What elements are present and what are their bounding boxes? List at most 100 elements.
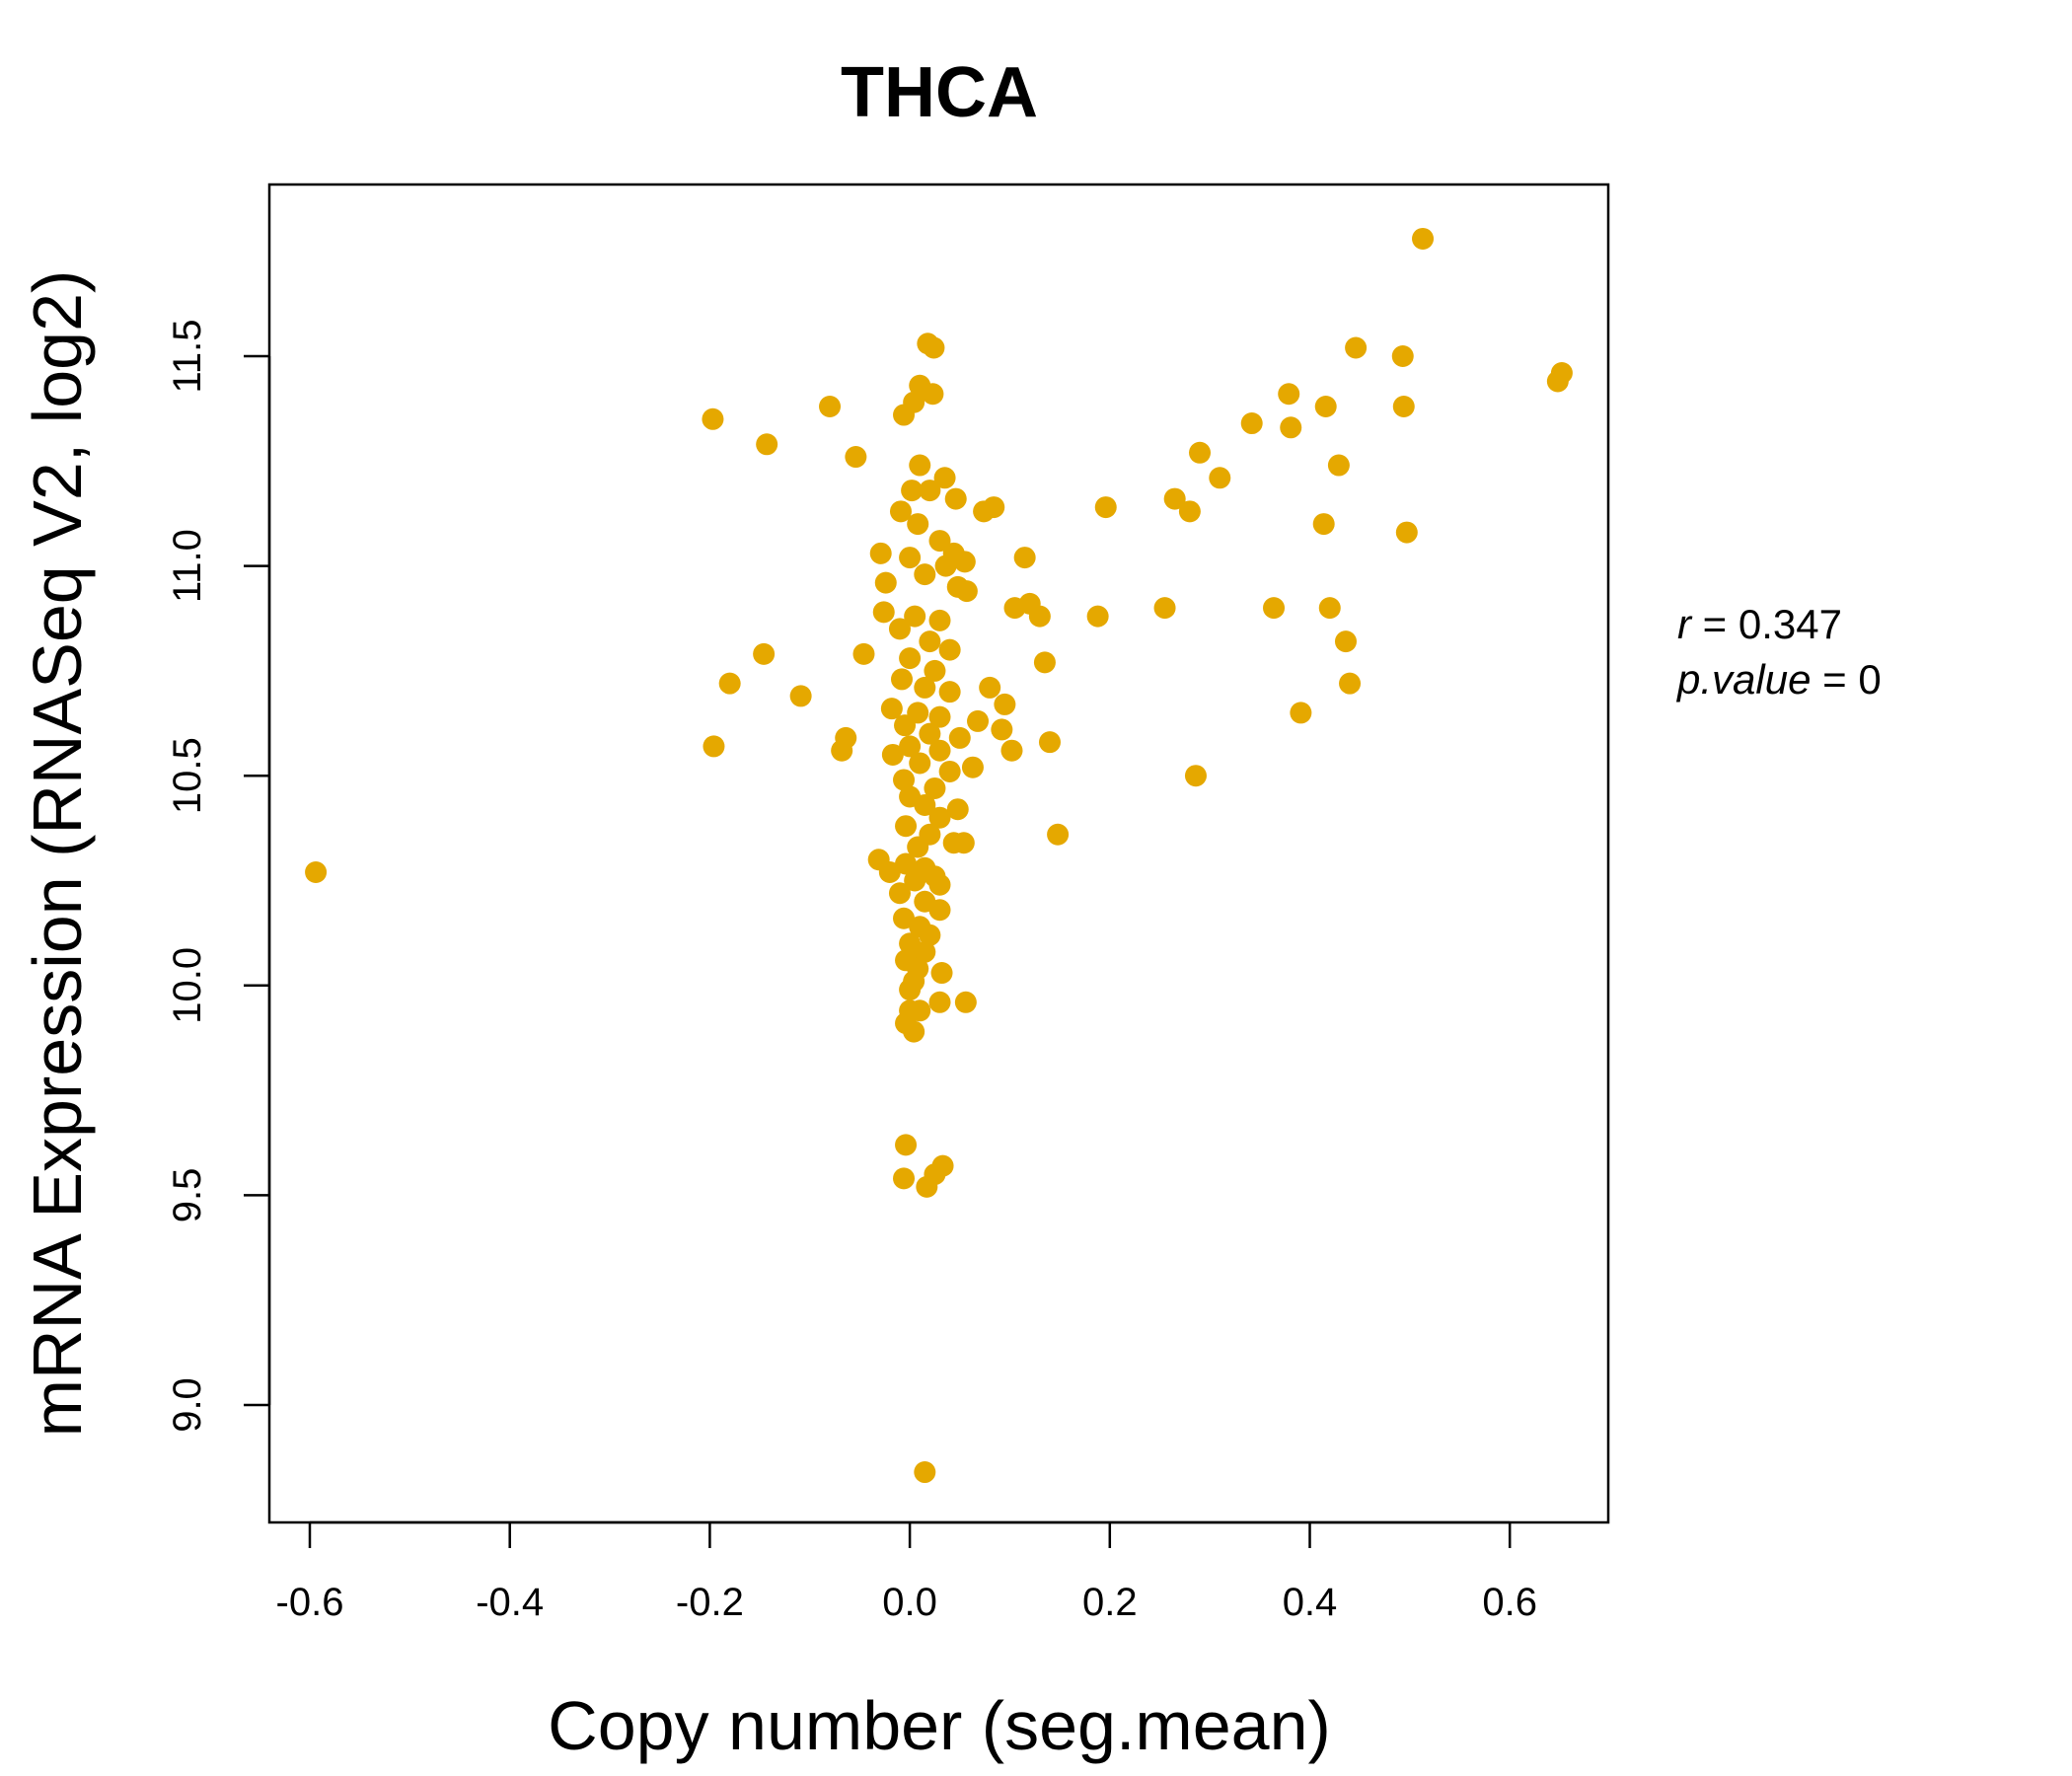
data-point <box>1334 630 1357 653</box>
data-point <box>703 735 725 758</box>
data-point <box>930 962 953 985</box>
y-tick-label: 11.0 <box>166 529 209 603</box>
y-tick-label: 10.0 <box>166 947 209 1024</box>
data-point <box>914 563 936 586</box>
data-point <box>1240 412 1263 435</box>
data-point <box>1033 651 1056 674</box>
y-tick-label: 9.0 <box>166 1377 209 1433</box>
data-point <box>893 1167 916 1190</box>
data-point <box>1163 487 1186 510</box>
data-point <box>1327 454 1350 477</box>
data-point <box>919 480 941 502</box>
data-point <box>991 718 1013 741</box>
data-point <box>831 739 853 762</box>
data-point <box>919 924 941 946</box>
data-point <box>1345 336 1368 359</box>
data-point <box>899 547 922 569</box>
data-point <box>952 832 975 854</box>
data-point <box>1153 597 1176 620</box>
data-point <box>928 739 951 762</box>
data-point <box>901 480 924 502</box>
data-point <box>1312 513 1335 536</box>
data-point <box>909 999 931 1022</box>
data-point <box>909 752 931 775</box>
svg-text:r = 0.347: r = 0.347 <box>1677 601 1842 647</box>
data-point <box>903 1020 925 1043</box>
data-point <box>889 500 912 523</box>
data-point <box>955 580 978 603</box>
data-point <box>954 991 977 1013</box>
data-point <box>789 685 812 707</box>
p-value: 0 <box>1858 656 1881 703</box>
data-point <box>899 979 922 1001</box>
data-point <box>881 743 904 766</box>
data-point <box>928 609 951 631</box>
data-point <box>1318 597 1341 620</box>
data-point <box>919 630 941 653</box>
data-point <box>946 798 969 821</box>
data-point <box>933 467 956 489</box>
x-axis-label: Copy number (seg.mean) <box>548 1687 1331 1764</box>
data-point <box>1047 823 1070 846</box>
data-points <box>305 227 1573 1484</box>
data-point <box>938 760 961 782</box>
data-point <box>1314 396 1337 418</box>
data-point <box>1189 441 1212 464</box>
data-point <box>890 668 913 691</box>
data-point <box>756 433 778 456</box>
data-point <box>938 638 961 661</box>
x-tick-label: 0.4 <box>1283 1581 1338 1624</box>
data-point <box>819 396 842 418</box>
data-point <box>928 991 951 1013</box>
data-point <box>907 513 929 536</box>
data-point <box>928 806 951 829</box>
p-value-label: p.value <box>1675 656 1811 703</box>
data-point <box>888 882 911 905</box>
data-point <box>1412 227 1435 250</box>
data-point <box>928 873 951 896</box>
data-point <box>899 647 922 670</box>
data-point <box>919 722 941 745</box>
data-point <box>924 777 946 799</box>
y-tick-label: 9.5 <box>166 1168 209 1223</box>
data-point <box>914 793 936 816</box>
data-point <box>944 487 967 510</box>
data-point <box>852 642 875 665</box>
data-point <box>1038 731 1061 754</box>
data-point <box>953 551 976 573</box>
data-point <box>893 907 916 929</box>
y-axis: 9.0 9.5 10.0 10.5 11.0 11.5 <box>166 320 271 1433</box>
x-tick-label: 0.2 <box>1082 1581 1138 1624</box>
data-point <box>928 530 951 553</box>
data-point <box>923 336 945 359</box>
data-point <box>1280 416 1302 439</box>
data-point <box>869 542 892 564</box>
data-point <box>1290 702 1312 724</box>
x-tick-label: -0.6 <box>276 1581 344 1624</box>
data-point <box>1178 500 1201 523</box>
r-value: 0.347 <box>1739 601 1842 647</box>
data-point <box>893 404 916 426</box>
data-point <box>979 676 1001 699</box>
x-tick-label: -0.2 <box>676 1581 744 1624</box>
data-point <box>1028 605 1051 628</box>
data-point <box>1395 521 1418 544</box>
data-point <box>909 454 931 477</box>
data-point <box>1392 396 1415 418</box>
data-point <box>894 714 917 737</box>
data-point <box>914 1461 936 1484</box>
data-point <box>899 735 922 758</box>
data-point <box>872 601 895 624</box>
data-point <box>1391 345 1414 367</box>
data-point <box>934 555 957 577</box>
data-point <box>878 860 901 883</box>
y-tick-label: 11.5 <box>166 320 209 394</box>
data-point <box>874 571 897 594</box>
data-point <box>916 1175 938 1198</box>
x-tick-label: -0.4 <box>476 1581 544 1624</box>
x-axis: -0.6 -0.4 -0.2 0.0 0.2 0.4 0.6 <box>276 1520 1537 1624</box>
chart-title: THCA <box>841 53 1038 132</box>
data-point <box>983 496 1005 519</box>
data-point <box>967 709 990 732</box>
